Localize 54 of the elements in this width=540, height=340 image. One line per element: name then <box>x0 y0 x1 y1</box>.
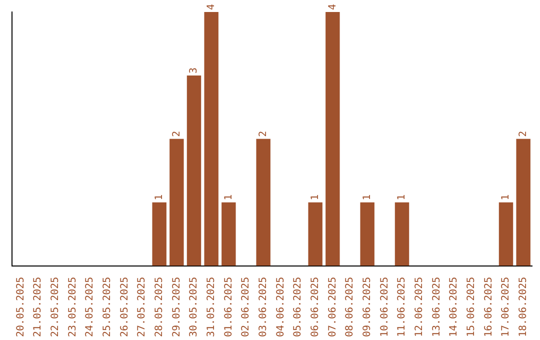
x-tick-label: 24.05.2025 <box>84 276 96 338</box>
x-tick-label: 06.06.2025 <box>310 276 321 338</box>
x-tick-label: 23.05.2025 <box>67 276 78 338</box>
x-tick-label: 22.05.2025 <box>50 276 61 338</box>
x-tick-label: 01.06.2025 <box>223 276 234 338</box>
bar <box>256 138 270 266</box>
bar <box>516 138 530 266</box>
data-label: 1 <box>223 194 234 200</box>
x-tick-label: 11.06.2025 <box>396 276 408 338</box>
x-tick-label: 12.06.2025 <box>414 276 425 338</box>
data-label: 4 <box>327 4 338 10</box>
data-label: 1 <box>500 194 512 200</box>
x-tick-label: 17.06.2025 <box>500 276 512 338</box>
bar <box>222 202 236 266</box>
x-tick-label: 03.06.2025 <box>258 276 269 338</box>
bar <box>498 202 514 266</box>
x-tick-label: 30.05.2025 <box>188 276 200 338</box>
x-tick-label: 18.06.2025 <box>518 276 529 338</box>
bar <box>360 202 374 266</box>
bar <box>186 75 202 266</box>
bar <box>204 12 218 266</box>
x-tick-label: 31.05.2025 <box>206 276 217 338</box>
x-tick-label: 13.06.2025 <box>431 276 442 338</box>
x-tick-label: 14.06.2025 <box>448 276 460 338</box>
x-tick-label: 16.06.2025 <box>483 276 494 338</box>
x-tick-label: 08.06.2025 <box>344 276 356 338</box>
x-tick-label: 04.06.2025 <box>275 276 286 338</box>
bar <box>308 202 322 266</box>
x-tick-label: 26.05.2025 <box>119 276 130 338</box>
data-label: 4 <box>206 4 217 10</box>
x-tick-label: 07.06.2025 <box>327 276 338 338</box>
bar <box>170 138 184 266</box>
x-tick-label: 10.06.2025 <box>379 276 390 338</box>
data-label: 2 <box>171 130 182 137</box>
x-tick-label: 29.05.2025 <box>171 276 182 338</box>
bar <box>394 202 410 266</box>
x-tick-label: 20.05.2025 <box>15 276 26 338</box>
x-tick-label: 27.05.2025 <box>136 276 148 338</box>
data-label: 1 <box>362 194 373 200</box>
bar <box>326 12 340 266</box>
data-label: 1 <box>154 194 165 200</box>
data-label: 1 <box>310 194 321 200</box>
x-tick-label: 25.05.2025 <box>102 276 113 338</box>
bar <box>152 202 166 266</box>
data-label: 2 <box>258 130 269 137</box>
data-label: 2 <box>518 130 529 137</box>
x-tick-label: 09.06.2025 <box>362 276 373 338</box>
x-tick-label: 05.06.2025 <box>292 276 304 338</box>
data-label: 3 <box>188 67 200 74</box>
x-tick-label: 02.06.2025 <box>240 276 252 338</box>
x-tick-label: 28.05.2025 <box>154 276 165 338</box>
x-tick-label: 15.06.2025 <box>466 276 477 338</box>
data-label: 1 <box>396 194 408 200</box>
x-tick-label: 21.05.2025 <box>32 276 44 338</box>
